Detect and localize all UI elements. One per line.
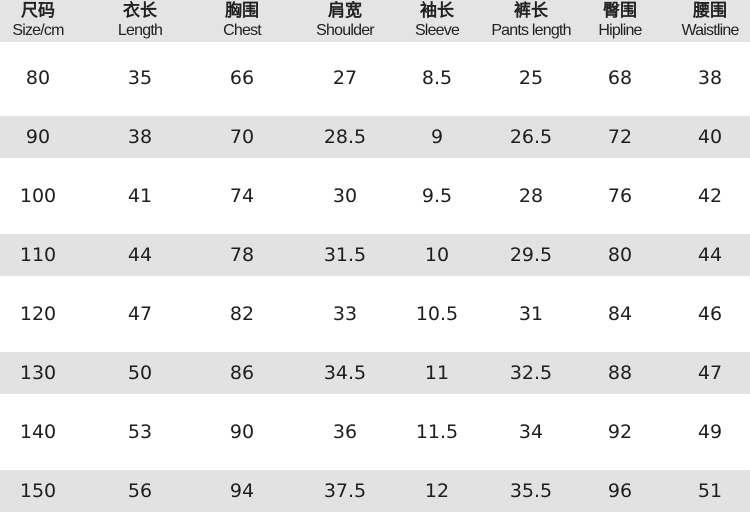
table-cell: 47: [127, 303, 153, 325]
table-cell: 35: [127, 67, 153, 89]
column-header-zh: 胸围: [225, 1, 259, 21]
table-cell: 9: [430, 126, 444, 148]
table-cell: 140: [19, 421, 57, 443]
column-header-zh: 腰围: [693, 1, 727, 21]
table-cell: 34.5: [323, 362, 367, 384]
table-cell: 27: [332, 67, 358, 89]
column-header-en: Sleeve: [414, 22, 460, 39]
table-row: 120 47 82 33 10.5 31 84 46: [0, 293, 750, 335]
table-cell: 44: [127, 244, 153, 266]
column-header-zh: 衣长: [123, 1, 157, 21]
table-row: 90 38 70 28.5 9 26.5 72 40: [0, 116, 750, 158]
column-header-en: Chest: [223, 22, 262, 39]
column-header-en: Shoulder: [316, 22, 374, 39]
table-cell: 78: [229, 244, 255, 266]
table-cell: 86: [229, 362, 255, 384]
table-cell: 34: [518, 421, 544, 443]
table-cell: 96: [607, 480, 633, 502]
table-cell: 33: [332, 303, 358, 325]
table-cell: 56: [127, 480, 153, 502]
table-row: 130 50 86 34.5 11 32.5 88 47: [0, 352, 750, 394]
table-cell: 41: [127, 185, 153, 207]
table-cell: 90: [229, 421, 255, 443]
table-row: 100 41 74 30 9.5 28 76 42: [0, 175, 750, 217]
column-header-zh: 肩宽: [328, 1, 362, 21]
table-cell: 76: [607, 185, 633, 207]
table-cell: 84: [607, 303, 633, 325]
table-cell: 11: [424, 362, 450, 384]
table-cell: 36: [332, 421, 358, 443]
table-cell: 51: [697, 480, 723, 502]
table-cell: 74: [229, 185, 255, 207]
table-cell: 25: [518, 67, 544, 89]
column-header: 袖长 Sleeve: [382, 0, 492, 39]
table-cell: 130: [19, 362, 57, 384]
table-cell: 42: [697, 185, 723, 207]
table-cell: 90: [25, 126, 51, 148]
column-header-en: Waistline: [681, 22, 739, 39]
table-cell: 31.5: [323, 244, 367, 266]
table-cell: 30: [332, 185, 358, 207]
table-cell: 94: [229, 480, 255, 502]
table-cell: 100: [19, 185, 57, 207]
column-header-zh: 袖长: [420, 1, 454, 21]
table-cell: 80: [607, 244, 633, 266]
column-header-zh: 尺码: [21, 1, 55, 21]
table-cell: 9.5: [421, 185, 453, 207]
table-cell: 37.5: [323, 480, 367, 502]
table-cell: 88: [607, 362, 633, 384]
table-cell: 40: [697, 126, 723, 148]
table-cell: 8.5: [421, 67, 453, 89]
table-row: 140 53 90 36 11.5 34 92 49: [0, 411, 750, 453]
table-cell: 53: [127, 421, 153, 443]
column-header-en: Length: [117, 22, 163, 39]
column-header-zh: 裤长: [514, 1, 548, 21]
table-cell: 46: [697, 303, 723, 325]
column-header: 肩宽 Shoulder: [290, 0, 400, 39]
table-row: 110 44 78 31.5 10 29.5 80 44: [0, 234, 750, 276]
table-row: 80 35 66 27 8.5 25 68 38: [0, 57, 750, 99]
table-cell: 72: [607, 126, 633, 148]
table-cell: 92: [607, 421, 633, 443]
table-cell: 110: [19, 244, 57, 266]
table-cell: 28: [518, 185, 544, 207]
column-header-zh: 臀围: [603, 1, 637, 21]
table-cell: 66: [229, 67, 255, 89]
table-cell: 49: [697, 421, 723, 443]
table-cell: 35.5: [509, 480, 553, 502]
column-header: 衣长 Length: [85, 0, 195, 39]
table-cell: 31: [518, 303, 544, 325]
table-cell: 38: [697, 67, 723, 89]
column-header: 腰围 Waistline: [655, 0, 750, 39]
table-cell: 32.5: [509, 362, 553, 384]
table-cell: 50: [127, 362, 153, 384]
table-cell: 10: [424, 244, 450, 266]
table-cell: 82: [229, 303, 255, 325]
table-cell: 26.5: [509, 126, 553, 148]
table-cell: 47: [697, 362, 723, 384]
table-cell: 44: [697, 244, 723, 266]
column-header: 胸围 Chest: [187, 0, 297, 39]
table-cell: 11.5: [415, 421, 459, 443]
size-table-header: 尺码 Size/cm 衣长 Length 胸围 Chest 肩宽 Shoulder 袖长 Slee…: [0, 0, 750, 42]
column-header: 裤长 Pants length: [476, 0, 586, 39]
table-cell: 150: [19, 480, 57, 502]
table-cell: 29.5: [509, 244, 553, 266]
table-cell: 68: [607, 67, 633, 89]
table-cell: 120: [19, 303, 57, 325]
column-header: 臀围 Hipline: [565, 0, 675, 39]
column-header-en: Hipline: [598, 22, 642, 39]
table-row: 150 56 94 37.5 12 35.5 96 51: [0, 470, 750, 512]
column-header: 尺码 Size/cm: [0, 0, 93, 39]
table-cell: 80: [25, 67, 51, 89]
table-cell: 38: [127, 126, 153, 148]
table-cell: 12: [424, 480, 450, 502]
table-cell: 10.5: [415, 303, 459, 325]
column-header-en: Size/cm: [12, 22, 64, 39]
table-cell: 28.5: [323, 126, 367, 148]
table-cell: 70: [229, 126, 255, 148]
column-header-en: Pants length: [491, 22, 571, 39]
